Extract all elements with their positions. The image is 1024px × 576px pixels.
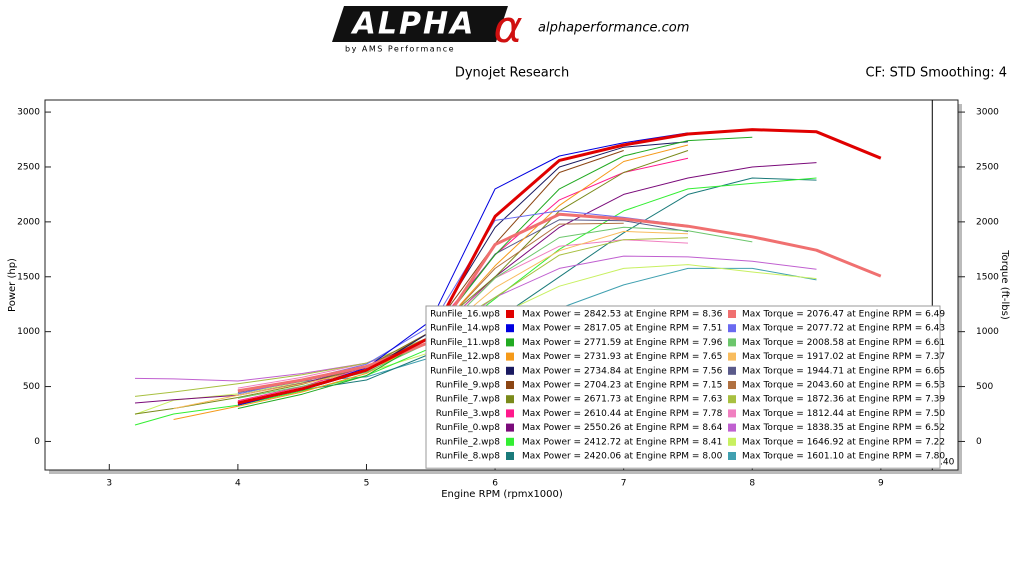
legend-power: Max Power = 2610.44 at Engine RPM = 7.78 xyxy=(522,409,723,419)
y2-tick-label: 500 xyxy=(976,382,993,392)
legend-swatch xyxy=(728,338,736,347)
x-tick-label: 7 xyxy=(621,479,627,489)
legend-power: Max Power = 2420.06 at Engine RPM = 8.00 xyxy=(522,452,723,462)
legend-power: Max Power = 2671.73 at Engine RPM = 7.63 xyxy=(522,395,722,405)
y2-tick-label: 2500 xyxy=(976,162,999,172)
legend-power: Max Power = 2771.59 at Engine RPM = 7.96 xyxy=(522,338,723,348)
legend-swatch xyxy=(506,409,514,418)
y-tick-label: 0 xyxy=(34,437,40,447)
legend-torque: Max Torque = 1646.92 at Engine RPM = 7.2… xyxy=(742,437,945,447)
legend-power: Max Power = 2842.53 at Engine RPM = 8.36 xyxy=(522,310,723,320)
power-line xyxy=(237,136,753,409)
website: alphaperformance.com xyxy=(538,21,689,36)
legend-swatch xyxy=(506,366,514,375)
torque-line xyxy=(134,237,689,397)
legend-run: RunFile_14.wp8 xyxy=(430,324,500,334)
legend-swatch xyxy=(506,352,514,361)
legend-swatch xyxy=(728,352,736,361)
legend-run: RunFile_16.wp8 xyxy=(430,310,500,320)
legend-run: RunFile_3.wp8 xyxy=(436,409,500,419)
y-tick-label: 1500 xyxy=(17,272,40,282)
legend-power: Max Power = 2704.23 at Engine RPM = 7.15 xyxy=(522,381,722,391)
legend-swatch xyxy=(728,366,736,375)
y-axis-title: Power (hp) xyxy=(7,258,18,312)
x-tick-label: 5 xyxy=(364,479,370,489)
legend-torque: Max Torque = 1917.02 at Engine RPM = 7.3… xyxy=(742,352,945,362)
legend-run: RunFile_2.wp8 xyxy=(436,437,500,447)
legend-swatch xyxy=(728,381,736,389)
legend-run: RunFile_10.wp8 xyxy=(430,366,500,376)
power-line xyxy=(237,128,882,405)
y-tick-label: 500 xyxy=(23,382,40,392)
y-tick-label: 2500 xyxy=(17,162,40,172)
logo-text: ALPHA xyxy=(351,7,476,42)
y2-tick-label: 2000 xyxy=(976,217,999,227)
logo-tagline: by AMS Performance xyxy=(345,45,455,54)
logo-symbol: α xyxy=(493,2,522,53)
legend-swatch xyxy=(506,437,514,446)
legend-swatch xyxy=(728,395,736,404)
y-tick-label: 2000 xyxy=(17,217,40,227)
legend-run: RunFile_9.wp8 xyxy=(436,381,500,391)
legend-torque: Max Torque = 1838.35 at Engine RPM = 6.5… xyxy=(742,423,945,433)
legend-torque: Max Torque = 1872.36 at Engine RPM = 7.3… xyxy=(742,395,945,405)
y2-tick-label: 3000 xyxy=(976,108,999,118)
legend-torque: Max Torque = 1944.71 at Engine RPM = 6.6… xyxy=(742,366,945,376)
legend-torque: Max Torque = 2043.60 at Engine RPM = 6.5… xyxy=(742,381,945,391)
legend-torque: Max Torque = 2076.47 at Engine RPM = 6.4… xyxy=(742,310,945,320)
legend-run: RunFile_11.wp8 xyxy=(430,338,500,348)
legend-swatch xyxy=(506,452,514,460)
torque-line xyxy=(237,212,882,393)
legend-swatch xyxy=(728,310,736,318)
settings: CF: STD Smoothing: 4 xyxy=(866,66,1007,81)
legend-power: Max Power = 2817.05 at Engine RPM = 7.51 xyxy=(522,324,722,334)
legend-swatch xyxy=(506,324,514,333)
legend-run: RunFile_12.wp8 xyxy=(430,352,500,362)
x-axis-title: Engine RPM (rpmx1000) xyxy=(441,489,563,500)
x-tick-label: 6 xyxy=(492,479,498,489)
legend-torque: Max Torque = 1812.44 at Engine RPM = 7.5… xyxy=(742,409,945,419)
y2-tick-label: 1500 xyxy=(976,272,999,282)
legend-torque: Max Torque = 2077.72 at Engine RPM = 6.4… xyxy=(742,324,945,334)
legend-swatch xyxy=(728,437,736,446)
y-tick-label: 3000 xyxy=(17,108,40,118)
legend-torque: Max Torque = 2008.58 at Engine RPM = 6.6… xyxy=(742,338,945,348)
legend-power: Max Power = 2734.84 at Engine RPM = 7.56 xyxy=(522,366,723,376)
legend-power: Max Power = 2550.26 at Engine RPM = 8.64 xyxy=(522,423,723,433)
legend-power: Max Power = 2412.72 at Engine RPM = 8.41 xyxy=(522,437,722,447)
legend-swatch xyxy=(506,423,514,432)
legend-swatch xyxy=(728,452,736,460)
legend-swatch xyxy=(728,423,736,432)
y2-axis-title: Torque (ft-lbs) xyxy=(999,249,1010,320)
legend-torque: Max Torque = 1601.10 at Engine RPM = 7.8… xyxy=(742,452,945,462)
legend-swatch xyxy=(506,310,514,318)
legend-swatch xyxy=(506,338,514,347)
legend-swatch xyxy=(728,324,736,333)
x-tick-label: 8 xyxy=(749,479,755,489)
cursor-label: 9.40 xyxy=(934,458,954,468)
power-line xyxy=(302,177,817,391)
logo-plate xyxy=(332,6,508,42)
legend-swatch xyxy=(728,409,736,418)
x-tick-label: 9 xyxy=(878,479,884,489)
legend-swatch xyxy=(506,381,514,389)
legend-power: Max Power = 2731.93 at Engine RPM = 7.65 xyxy=(522,352,722,362)
x-tick-label: 4 xyxy=(235,479,241,489)
y2-tick-label: 0 xyxy=(976,437,982,447)
legend-run: RunFile_0.wp8 xyxy=(436,423,500,433)
power-line xyxy=(134,150,689,415)
legend: RunFile_16.wp8 Max Power = 2842.53 at Eng… xyxy=(425,305,945,469)
y-tick-label: 1000 xyxy=(17,327,40,337)
legend-swatch xyxy=(506,395,514,404)
x-tick-label: 3 xyxy=(106,479,112,489)
source: Dynojet Research xyxy=(455,66,569,81)
y2-tick-label: 1000 xyxy=(976,327,999,337)
legend-run: RunFile_7.wp8 xyxy=(436,395,500,405)
legend-run: RunFile_8.wp8 xyxy=(436,452,500,462)
